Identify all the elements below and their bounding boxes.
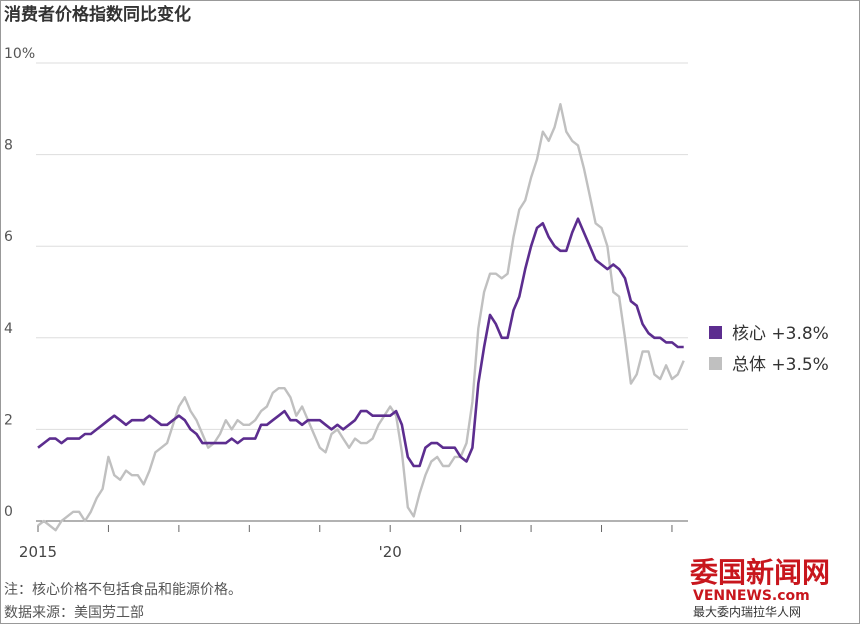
watermark-slogan: 最大委内瑞拉华人网 (693, 604, 801, 619)
legend-swatch (709, 326, 722, 339)
x-tick-label: '20 (379, 543, 402, 561)
series-line (37, 103, 685, 532)
y-tick-label: 0 (4, 504, 13, 520)
legend-label: 总体 +3.5% (732, 355, 829, 375)
note: 注：核心价格不包括食品和能源价格。 (4, 581, 242, 598)
legend-label: 核心 +3.8% (732, 324, 829, 344)
y-tick-label: 8 (4, 138, 13, 154)
y-tick-label: 2 (4, 412, 13, 428)
y-tick-label: 4 (4, 321, 13, 337)
watermark-site: VENNEWS.com (693, 588, 810, 604)
y-tick-label: 6 (4, 229, 13, 245)
series-line (37, 217, 684, 468)
legend-swatch (709, 357, 722, 370)
y-tick-label: 10% (4, 46, 35, 62)
x-tick-label: 2015 (19, 543, 57, 561)
watermark-brand: 委国新闻网 (689, 556, 830, 589)
chart-title: 消费者价格指数同比变化 (4, 4, 191, 25)
source: 数据来源：美国劳工部 (4, 605, 144, 621)
